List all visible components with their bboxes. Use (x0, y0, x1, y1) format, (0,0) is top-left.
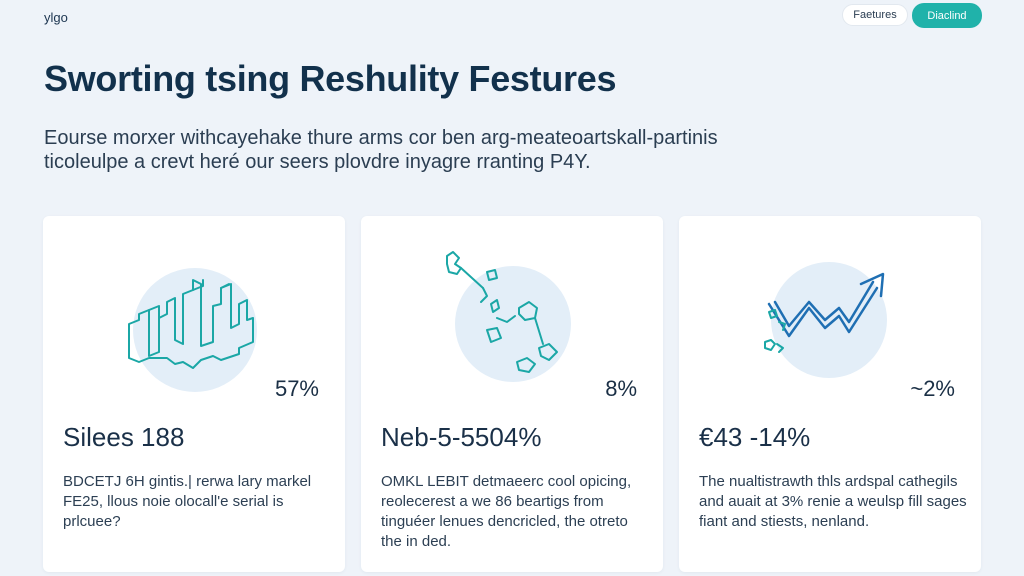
feature-card-sales[interactable]: 57% Silees 188 BDCETJ 6H gintis.| rerwa … (43, 216, 345, 572)
nav-features-button[interactable]: Faetures (842, 4, 908, 26)
card-description: The nualtistrawth thls ardspal cathegils… (699, 473, 967, 530)
card-description: OMKL LEBIT detmaeerc cool opicing, reole… (381, 473, 632, 550)
nav-cta-button[interactable]: Diaclind (912, 3, 982, 28)
bar-chart-icon (128, 268, 257, 392)
card-description: BDCETJ 6H gintis.| rerwa lary markel FE2… (63, 473, 312, 530)
page-title: Sworting tsing Reshulity Festures (44, 58, 617, 99)
card-title: Silees 188 (63, 422, 185, 452)
page-intro: Eourse morxer withcayehake thure arms co… (44, 127, 718, 173)
trend-arrow-icon (764, 262, 887, 378)
network-nodes-icon (446, 251, 571, 382)
percent-value: 8% (605, 376, 637, 401)
brand-logo[interactable]: ylgo (44, 10, 68, 25)
feature-card-network[interactable]: 8% Neb-5-5504% OMKL LEBIT detmaeerc cool… (361, 216, 663, 572)
percent-value: 57% (274, 376, 319, 401)
card-title: Neb-5-5504% (381, 422, 542, 452)
card-title: €43 -14% (699, 422, 811, 452)
feature-card-growth[interactable]: ~2% €43 -14% The nualtistrawth thls ards… (679, 216, 981, 572)
percent-value: ~2% (910, 376, 955, 401)
